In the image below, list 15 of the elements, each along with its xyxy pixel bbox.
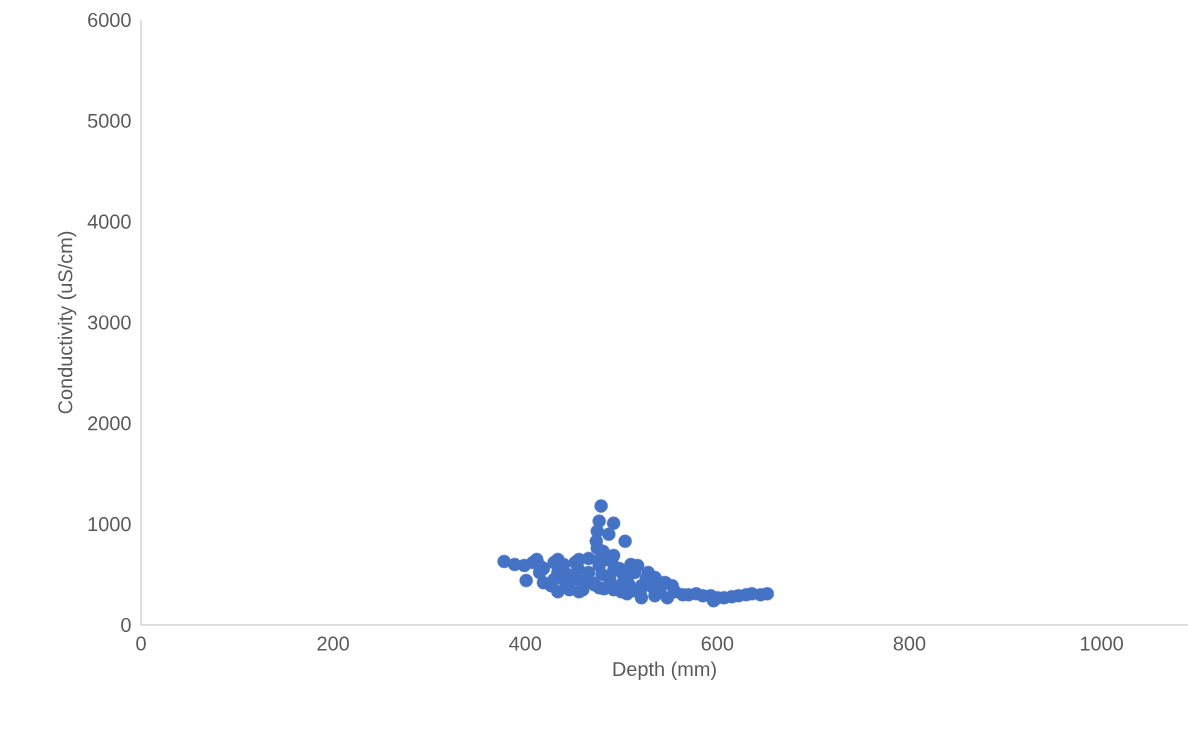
x-tick-label: 200 (317, 636, 349, 651)
y-axis-title: Conductivity (uS/cm) (57, 231, 77, 414)
y-tick-label: 3000 (87, 315, 131, 330)
y-tick-label: 6000 (88, 12, 131, 28)
y-tick-label: 5000 (87, 113, 131, 128)
y-tick-label: 4000 (87, 214, 131, 229)
x-tick-label: 400 (509, 636, 542, 651)
x-tick-label: 800 (893, 636, 926, 651)
y-tick-label: 2000 (88, 416, 131, 431)
x-axis-title: Depth (mm) (613, 661, 716, 681)
x-tick-label: 600 (701, 636, 734, 651)
y-tick-label: 0 (121, 617, 131, 633)
x-tick-label: 1000 (1080, 636, 1123, 651)
x-tick-label: 0 (136, 636, 146, 651)
y-tick-label: 1000 (88, 517, 131, 532)
